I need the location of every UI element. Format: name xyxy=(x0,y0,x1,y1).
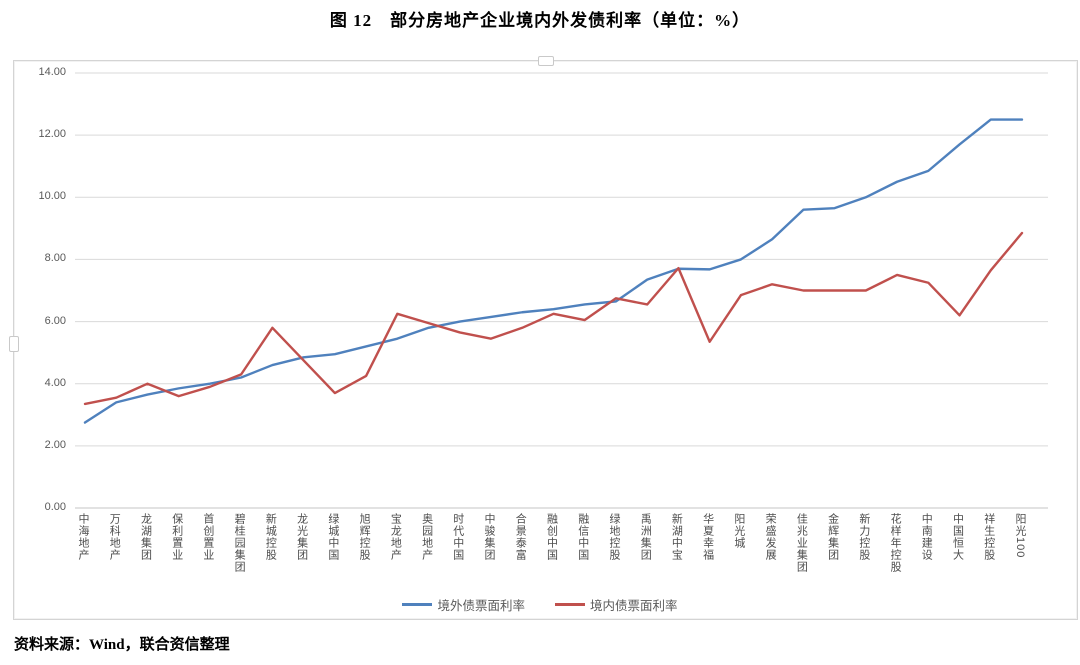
y-tick-label: 10.00 xyxy=(38,190,66,203)
x-category-label: 花样年控股 xyxy=(889,513,902,573)
x-category-label: 万科地产 xyxy=(108,513,121,561)
x-category-label: 首创置业 xyxy=(201,513,214,561)
legend-item-onshore: 境内债票面利率 xyxy=(555,595,678,614)
x-category-label: 新城控股 xyxy=(264,513,277,561)
x-category-label: 新力控股 xyxy=(857,513,870,561)
y-tick-label: 4.00 xyxy=(44,376,66,389)
x-category-label: 阳光100 xyxy=(1014,513,1026,559)
chart-title: 图 12 部分房地产企业境内外发债利率（单位：%） xyxy=(329,11,751,30)
x-category-label: 碧桂园集团 xyxy=(233,513,246,573)
x-category-label: 保利置业 xyxy=(170,513,183,561)
x-category-label: 宝龙地产 xyxy=(389,513,402,561)
legend-label-offshore: 境外债票面利率 xyxy=(437,599,525,613)
y-tick-label: 6.00 xyxy=(44,314,66,327)
resize-handle-top[interactable] xyxy=(538,56,554,66)
x-category-label: 龙光集团 xyxy=(295,513,308,561)
source-note: 资料来源：Wind，联合资信整理 xyxy=(14,637,230,653)
x-category-label: 荣盛发展 xyxy=(764,513,777,561)
x-category-label: 龙湖集团 xyxy=(139,513,152,561)
x-category-label: 绿城中国 xyxy=(326,513,339,561)
x-category-label: 新湖中宝 xyxy=(670,513,683,561)
x-category-label: 融信中国 xyxy=(576,513,589,561)
x-category-label: 时代中国 xyxy=(451,513,464,561)
x-category-label: 合景泰富 xyxy=(514,513,527,561)
y-tick-label: 0.00 xyxy=(44,501,66,513)
x-category-label: 融创中国 xyxy=(545,513,558,561)
x-category-label: 金辉集团 xyxy=(826,513,839,561)
x-category-label: 绿地控股 xyxy=(607,513,620,561)
onshore-line-swatch xyxy=(555,603,585,606)
x-category-label: 旭辉控股 xyxy=(358,513,371,561)
x-category-label: 中海地产 xyxy=(77,513,89,561)
offshore-line-swatch xyxy=(402,603,433,606)
onshore-bond-rate-line xyxy=(83,231,1024,406)
y-tick-label: 8.00 xyxy=(44,252,66,265)
x-category-label: 中骏集团 xyxy=(483,513,496,561)
x-category-label: 禹洲集团 xyxy=(639,513,652,561)
x-category-label: 中国恒大 xyxy=(951,513,964,561)
chart-frame xyxy=(9,56,1078,620)
y-tick-label: 2.00 xyxy=(44,438,66,451)
x-category-label: 阳光城 xyxy=(732,513,745,549)
x-category-label: 华夏幸福 xyxy=(701,513,714,561)
legend: 境外债票面利率 境内债票面利率 xyxy=(0,595,1080,614)
y-tick-label: 12.00 xyxy=(38,128,66,141)
x-category-label: 中南建设 xyxy=(920,513,933,561)
x-category-label: 奥园地产 xyxy=(420,513,433,561)
y-tick-label: 14.00 xyxy=(38,66,66,78)
offshore-bond-rate-line xyxy=(83,118,1024,424)
x-category-label: 祥生控股 xyxy=(982,513,995,561)
x-category-label: 佳兆业集团 xyxy=(795,513,808,573)
resize-handle-left[interactable] xyxy=(9,336,19,352)
legend-item-offshore: 境外债票面利率 xyxy=(402,595,525,614)
legend-label-onshore: 境内债票面利率 xyxy=(590,599,678,613)
